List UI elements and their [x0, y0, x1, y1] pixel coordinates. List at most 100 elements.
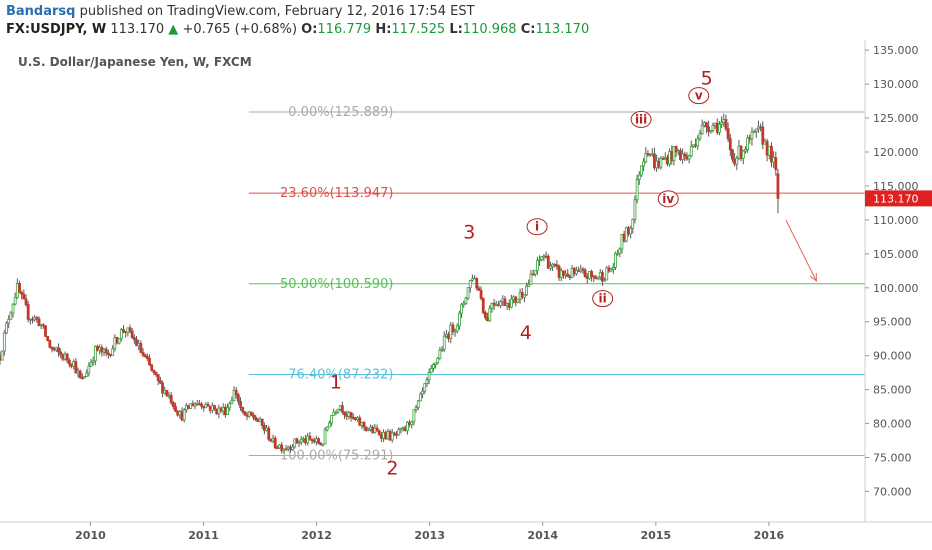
candle-body	[200, 403, 203, 407]
candle-body	[711, 125, 715, 131]
wave-label: 1	[330, 371, 342, 393]
candle-body	[113, 336, 117, 350]
candle-body	[410, 421, 414, 425]
candle-body	[275, 447, 279, 450]
candle-body	[106, 352, 110, 355]
candle-body	[111, 348, 115, 357]
wave-label: 4	[520, 322, 532, 344]
x-tick-label: 2010	[75, 529, 106, 542]
candle-body	[122, 329, 125, 332]
candle-body	[572, 267, 576, 275]
candle-body	[117, 338, 121, 344]
candle-body	[158, 380, 162, 384]
candle-body	[67, 359, 71, 365]
candle-body	[360, 422, 364, 426]
candle-body	[637, 174, 641, 181]
candle-body	[349, 412, 353, 418]
candle-body	[139, 343, 143, 353]
candle-body	[273, 437, 277, 449]
candle-body	[590, 271, 593, 277]
current-price-tag: 113.170	[865, 190, 932, 207]
candle-body	[282, 448, 286, 452]
candle-body	[488, 307, 492, 322]
candle-body	[171, 402, 175, 407]
candle-body	[295, 438, 299, 444]
candle-body	[505, 303, 509, 306]
low-value: 110.968	[462, 22, 517, 37]
candle-body	[592, 275, 596, 278]
candle-body	[468, 279, 472, 289]
candle-body	[774, 157, 778, 171]
candle-body	[421, 390, 424, 395]
author-link[interactable]: Bandarsq	[6, 4, 76, 19]
candle-body	[217, 407, 221, 415]
candle-body	[698, 133, 702, 140]
candle-body	[514, 296, 518, 303]
candle-body	[228, 403, 232, 409]
y-tick-label: 125.000	[873, 112, 919, 125]
candle-body	[18, 283, 21, 293]
candle-body	[629, 227, 633, 235]
candle-body	[741, 150, 745, 159]
candle-body	[382, 432, 385, 439]
candle-body	[492, 302, 496, 306]
candle-body	[772, 157, 776, 163]
ohlc-line: FX:USDJPY, W 113.170 ▲ +0.765 (+0.68%) O…	[6, 22, 589, 37]
candle-body	[596, 276, 600, 280]
candle-body	[501, 298, 505, 303]
candle-body	[484, 312, 487, 319]
candle-body	[533, 270, 537, 275]
candle-body	[57, 347, 60, 353]
candle-body	[663, 157, 667, 160]
time-axis[interactable]: 2010 2011 2012 2013 2014 2015 2016	[75, 522, 785, 542]
candle-body	[102, 348, 106, 353]
candle-body	[627, 227, 630, 235]
candle-body	[518, 292, 522, 300]
candle-body	[61, 354, 65, 360]
candle-body	[731, 149, 734, 160]
candle-body	[124, 331, 128, 334]
candle-body	[371, 426, 375, 434]
price-axis[interactable]: 70.000 75.000 80.000 85.000 90.000 95.000 100.…	[865, 44, 919, 498]
candle-body	[471, 278, 474, 281]
price-chart[interactable]: 0.00%(125.889) 23.60%(113.947) 50.00%(100.…	[0, 40, 932, 550]
close-label: C:	[520, 22, 536, 37]
candle-body	[403, 427, 407, 432]
candle-body	[24, 298, 28, 305]
y-tick-label: 115.000	[873, 180, 919, 193]
candle-body	[223, 406, 227, 416]
fib-label: 76.40%(87.232)	[288, 367, 393, 382]
candle-body	[635, 179, 639, 201]
candle-body	[549, 265, 552, 269]
y-tick-label: 90.000	[873, 350, 912, 363]
candle-body	[694, 144, 698, 147]
candle-body	[750, 131, 754, 140]
candle-body	[13, 297, 17, 305]
candle-body	[683, 153, 687, 157]
candle-body	[689, 146, 693, 157]
candle-body	[128, 327, 132, 332]
candle-body	[765, 140, 769, 156]
candle-body	[379, 434, 383, 439]
candle-body	[622, 233, 626, 242]
candle-body	[184, 405, 188, 411]
candle-body	[109, 354, 112, 357]
candle-body	[213, 405, 216, 410]
candle-body	[130, 330, 134, 339]
y-tick-label: 100.000	[873, 282, 919, 295]
candle-body	[562, 270, 565, 276]
candle-body	[538, 259, 541, 262]
candle-body	[445, 334, 448, 337]
candle-body	[345, 414, 349, 417]
candle-body	[215, 408, 219, 415]
candle-body	[78, 370, 82, 379]
candle-body	[523, 294, 526, 298]
candle-body	[132, 337, 136, 341]
candle-body	[709, 130, 713, 133]
candle-body	[0, 350, 4, 361]
candle-body	[674, 146, 678, 153]
candle-body	[28, 318, 32, 321]
symbol-label[interactable]: FX:USDJPY, W	[6, 22, 107, 37]
candle-body	[754, 128, 758, 132]
candle-body	[210, 405, 214, 411]
